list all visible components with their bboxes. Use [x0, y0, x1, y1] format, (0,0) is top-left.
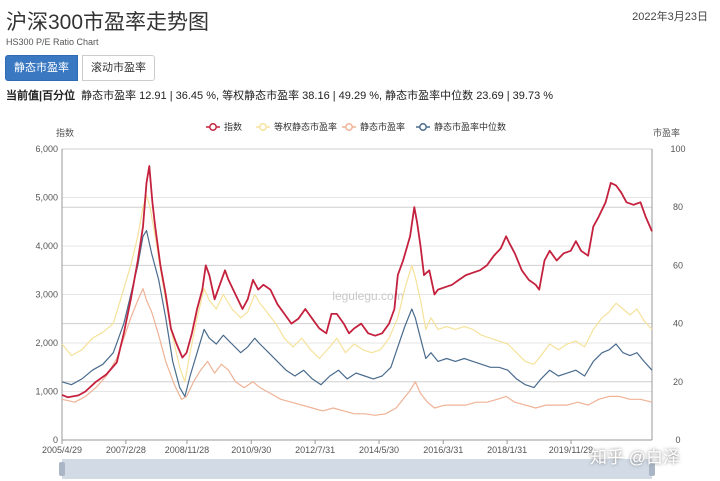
y-right-tick-label: 100 [670, 144, 685, 154]
y-axis-right-ticks: 0 20 40 60 80 100 [670, 144, 685, 445]
y-left-tick-label: 5,000 [35, 193, 58, 203]
series-line-0 [61, 165, 653, 399]
y-left-tick-label: 4,000 [35, 241, 58, 251]
legend-marker [209, 123, 217, 131]
legend-marker [419, 123, 427, 131]
y-left-tick-label: 3,000 [35, 290, 58, 300]
y-right-tick-label: 80 [673, 202, 683, 212]
page-subtitle: HS300 P/E Ratio Chart [6, 37, 99, 47]
watermark-brand: 知乎 @白泽 [590, 448, 680, 467]
series-lines [61, 165, 653, 416]
tab-static-pe[interactable]: 静态市盈率 [5, 55, 78, 81]
y-left-tick-label: 2,000 [35, 338, 58, 348]
range-slider[interactable] [59, 459, 655, 479]
x-axis-ticks: 2005/4/29 2007/2/28 2008/11/28 2010/9/30 201… [42, 440, 593, 455]
page-title: 沪深300市盈率走势图 [6, 11, 210, 34]
y-right-tick-label: 40 [673, 319, 683, 329]
y-right-tick-label: 60 [673, 260, 683, 270]
current-stats: 当前值|百分位 静态市盈率 12.91 | 36.45 %, 等权静态市盈率 38… [6, 87, 553, 103]
x-tick-label: 2008/11/28 [165, 445, 209, 455]
x-tick-label: 2012/7/31 [295, 445, 335, 455]
x-tick-label: 2007/2/28 [106, 445, 146, 455]
x-tick-label: 2019/11/29 [549, 445, 593, 455]
y-right-tick-label: 20 [673, 377, 683, 387]
y-axis-right-label: 市盈率 [653, 127, 680, 138]
y-left-tick-label: 0 [53, 435, 58, 445]
legend-label[interactable]: 等权静态市盈率 [274, 121, 337, 132]
tab-rolling-pe[interactable]: 滚动市盈率 [82, 55, 155, 81]
pe-line-chart: 指数 等权静态市盈率 静态市盈率 静态市盈率中位数 指数 市盈率 0 1,000 2,00… [35, 121, 686, 479]
x-tick-label: 2018/1/31 [487, 445, 527, 455]
y-right-tick-label: 0 [675, 435, 680, 445]
slider-handle-left[interactable] [59, 462, 65, 476]
legend-label[interactable]: 静态市盈率中位数 [434, 121, 506, 132]
y-left-tick-label: 6,000 [35, 144, 58, 154]
slider-selection[interactable] [62, 459, 652, 479]
legend-label[interactable]: 指数 [224, 121, 242, 132]
legend-label[interactable]: 静态市盈率 [360, 121, 405, 132]
slider-handle-right[interactable] [649, 462, 655, 476]
x-tick-label: 2005/4/29 [42, 445, 82, 455]
grid-lines [61, 148, 653, 441]
series-line-3 [61, 229, 653, 397]
tab-group: 静态市盈率 滚动市盈率 [5, 55, 155, 81]
stats-text: 静态市盈率 12.91 | 36.45 %, 等权静态市盈率 38.16 | 4… [81, 90, 554, 102]
y-axis-left-label: 指数 [56, 127, 74, 138]
x-tick-label: 2014/5/30 [359, 445, 399, 455]
x-tick-label: 2016/3/31 [423, 445, 463, 455]
legend-marker [345, 123, 353, 131]
x-tick-label: 2010/9/30 [231, 445, 271, 455]
stats-label: 当前值|百分位 [6, 90, 76, 102]
date-label: 2022年3月23日 [632, 11, 708, 23]
chart-legend[interactable]: 指数 等权静态市盈率 静态市盈率 静态市盈率中位数 [206, 121, 506, 132]
watermark-site: legulegu.com [332, 289, 403, 303]
y-axis-left-ticks: 0 1,000 2,000 3,000 4,000 5,000 6,000 [35, 144, 58, 445]
legend-marker [259, 123, 267, 131]
series-line-2 [61, 288, 653, 416]
y-left-tick-label: 1,000 [35, 387, 58, 397]
